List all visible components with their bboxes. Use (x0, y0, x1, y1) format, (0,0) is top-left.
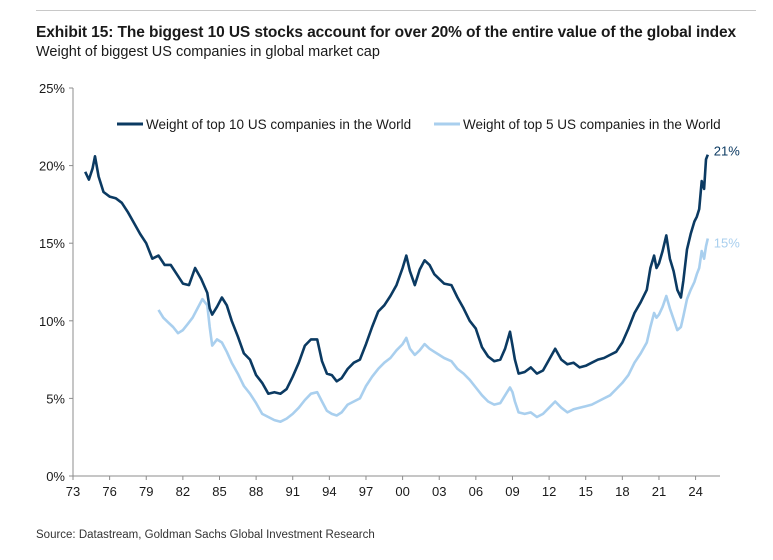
x-tick-label: 94 (322, 484, 336, 499)
series-end-label: 21% (714, 144, 740, 159)
y-tick-label: 15% (39, 236, 65, 251)
legend-label: Weight of top 5 US companies in the Worl… (463, 117, 721, 132)
x-tick-label: 91 (286, 484, 300, 499)
x-tick-label: 06 (469, 484, 483, 499)
x-tick-label: 00 (395, 484, 409, 499)
chart-area: 0% 5% 10% 15% 20% 25% 73 76 79 82 85 88 91 94 97 00 03 06… (39, 81, 740, 499)
x-tick-label: 82 (176, 484, 190, 499)
x-tick-label: 21 (652, 484, 666, 499)
x-tick-label: 03 (432, 484, 446, 499)
y-tick-label: 0% (46, 469, 65, 484)
top-rule (36, 10, 756, 11)
y-tick-label: 20% (39, 159, 65, 174)
x-tick-label: 97 (359, 484, 373, 499)
x-tick-label: 85 (212, 484, 226, 499)
x-tick-label: 73 (66, 484, 80, 499)
chart-subtitle: Weight of biggest US companies in global… (36, 44, 380, 60)
legend-label: Weight of top 10 US companies in the Wor… (146, 117, 411, 132)
x-tick-label: 09 (505, 484, 519, 499)
chart-title: Exhibit 15: The biggest 10 US stocks acc… (36, 24, 737, 41)
x-tick-label: 76 (102, 484, 116, 499)
y-tick-label: 5% (46, 391, 65, 406)
x-tick-label: 18 (615, 484, 629, 499)
x-tick-label: 88 (249, 484, 263, 499)
x-tick-label: 15 (578, 484, 592, 499)
x-tick-label: 12 (542, 484, 556, 499)
series-line-top10 (84, 154, 710, 395)
y-tick-label: 10% (39, 314, 65, 329)
y-tick-label: 25% (39, 81, 65, 96)
series-end-label: 15% (714, 236, 740, 251)
source-note: Source: Datastream, Goldman Sachs Global… (36, 529, 375, 541)
x-tick-label: 79 (139, 484, 153, 499)
x-tick-label: 24 (688, 484, 702, 499)
series-line-top5 (157, 238, 710, 423)
